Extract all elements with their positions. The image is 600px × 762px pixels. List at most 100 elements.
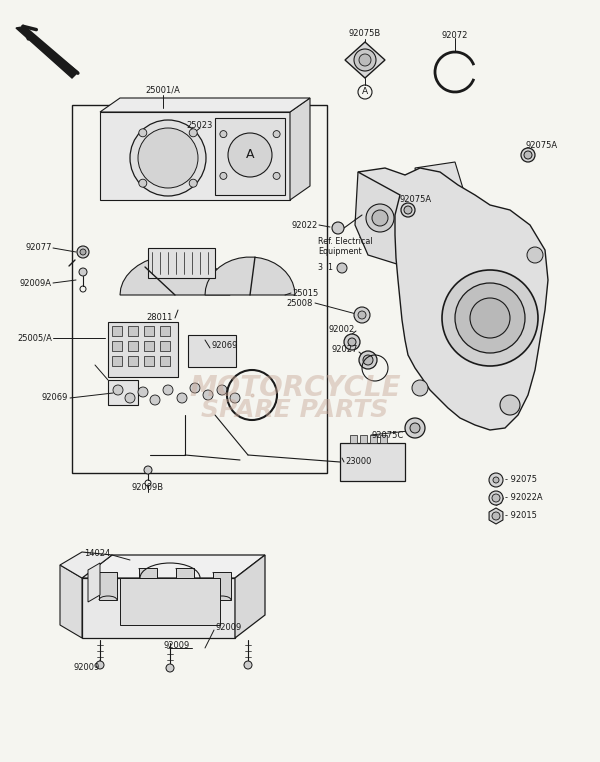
Text: A: A xyxy=(362,88,368,97)
Circle shape xyxy=(358,311,366,319)
Polygon shape xyxy=(235,555,265,638)
Text: 92072: 92072 xyxy=(442,30,468,40)
Circle shape xyxy=(337,263,347,273)
Text: 92075B: 92075B xyxy=(349,30,381,39)
Circle shape xyxy=(217,385,227,395)
Bar xyxy=(370,435,377,443)
Polygon shape xyxy=(148,248,215,278)
Polygon shape xyxy=(82,578,235,638)
Circle shape xyxy=(228,133,272,177)
Circle shape xyxy=(79,268,87,276)
Text: 25005/A: 25005/A xyxy=(17,334,52,342)
Text: 92069: 92069 xyxy=(212,341,238,350)
Bar xyxy=(176,568,194,596)
Circle shape xyxy=(527,247,543,263)
Text: 28011: 28011 xyxy=(146,313,173,322)
Text: - 92015: - 92015 xyxy=(505,511,537,520)
Text: 14024: 14024 xyxy=(84,549,110,558)
Text: SPARE PARTS: SPARE PARTS xyxy=(202,398,389,422)
Polygon shape xyxy=(100,112,290,200)
Polygon shape xyxy=(205,257,295,295)
Circle shape xyxy=(405,418,425,438)
Polygon shape xyxy=(120,255,230,295)
Circle shape xyxy=(273,172,280,179)
Text: 92069: 92069 xyxy=(41,393,68,402)
Text: 92075A: 92075A xyxy=(400,196,432,204)
Bar xyxy=(360,435,367,443)
Circle shape xyxy=(130,120,206,196)
Bar xyxy=(144,356,154,366)
Circle shape xyxy=(372,210,388,226)
Circle shape xyxy=(125,393,135,403)
Polygon shape xyxy=(358,168,548,430)
Bar xyxy=(108,380,138,405)
Bar xyxy=(72,105,327,473)
Bar xyxy=(128,326,138,336)
Polygon shape xyxy=(215,118,285,195)
Circle shape xyxy=(401,203,415,217)
Text: 92075C: 92075C xyxy=(372,431,404,440)
Circle shape xyxy=(77,246,89,258)
Circle shape xyxy=(412,380,428,396)
Circle shape xyxy=(163,385,173,395)
Text: 25001/A: 25001/A xyxy=(146,85,181,94)
Bar xyxy=(350,435,357,443)
Circle shape xyxy=(410,423,420,433)
Polygon shape xyxy=(120,578,220,625)
Bar xyxy=(380,435,387,443)
Text: A: A xyxy=(246,149,254,162)
Circle shape xyxy=(273,130,280,138)
Circle shape xyxy=(500,395,520,415)
Circle shape xyxy=(80,249,86,255)
Circle shape xyxy=(470,298,510,338)
Circle shape xyxy=(220,130,227,138)
Text: 3  1: 3 1 xyxy=(318,264,333,273)
Text: 92077: 92077 xyxy=(25,244,52,252)
Polygon shape xyxy=(82,555,265,578)
Circle shape xyxy=(442,270,538,366)
Circle shape xyxy=(359,351,377,369)
Circle shape xyxy=(492,512,500,520)
Text: 92009: 92009 xyxy=(215,623,241,632)
Circle shape xyxy=(366,204,394,232)
Text: 92009: 92009 xyxy=(74,664,100,673)
Polygon shape xyxy=(355,172,415,265)
Text: 92009B: 92009B xyxy=(132,484,164,492)
Circle shape xyxy=(344,334,360,350)
Circle shape xyxy=(138,387,148,397)
Text: 92022: 92022 xyxy=(292,220,318,229)
Polygon shape xyxy=(16,27,78,78)
Circle shape xyxy=(190,383,200,393)
Circle shape xyxy=(203,390,213,400)
Circle shape xyxy=(177,393,187,403)
Text: 25008: 25008 xyxy=(287,299,313,308)
Circle shape xyxy=(166,664,174,672)
Polygon shape xyxy=(60,552,112,578)
Circle shape xyxy=(332,222,344,234)
Circle shape xyxy=(113,385,123,395)
Bar xyxy=(112,356,122,366)
Bar xyxy=(188,335,236,367)
Circle shape xyxy=(139,129,147,137)
Circle shape xyxy=(363,355,373,365)
Bar xyxy=(213,572,231,600)
Text: 92075A: 92075A xyxy=(525,142,557,151)
Circle shape xyxy=(354,49,376,71)
Bar xyxy=(160,356,170,366)
Text: 92002: 92002 xyxy=(329,325,355,335)
Text: MOTORCYCLE: MOTORCYCLE xyxy=(189,374,401,402)
Text: 23000: 23000 xyxy=(345,457,371,466)
Circle shape xyxy=(493,477,499,483)
Text: 25015: 25015 xyxy=(292,289,318,297)
Circle shape xyxy=(96,661,104,669)
Circle shape xyxy=(359,54,371,66)
Circle shape xyxy=(348,338,356,346)
Circle shape xyxy=(489,491,503,505)
Bar xyxy=(144,341,154,351)
Polygon shape xyxy=(88,563,100,602)
Polygon shape xyxy=(100,98,310,112)
Polygon shape xyxy=(290,98,310,200)
Bar xyxy=(160,326,170,336)
Text: Equipment: Equipment xyxy=(318,248,362,257)
Bar xyxy=(139,568,157,596)
